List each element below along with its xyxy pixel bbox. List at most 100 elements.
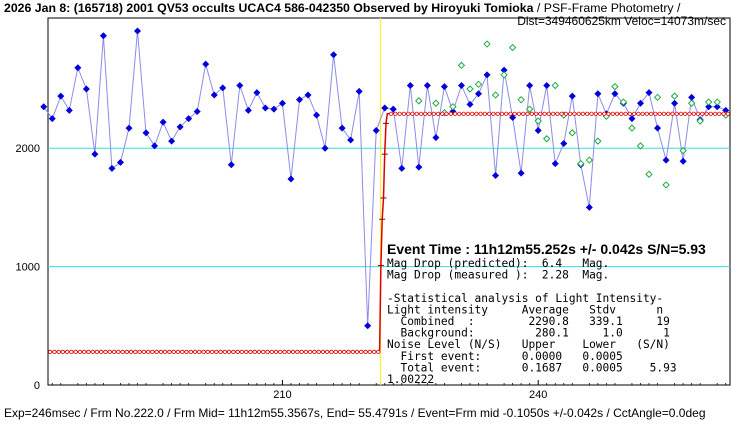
data-point xyxy=(457,81,465,89)
model-point xyxy=(508,111,513,116)
stats-line: Light intensity Average Stdv n xyxy=(387,303,663,316)
model-point xyxy=(538,111,543,116)
data-point xyxy=(151,142,159,150)
data-point xyxy=(313,111,321,119)
data-point xyxy=(176,123,184,131)
model-point xyxy=(414,111,419,116)
data-point xyxy=(355,87,363,95)
event-time: Event Time : 11h12m55.252s +/- 0.042s S/… xyxy=(387,241,706,257)
model-point xyxy=(282,349,287,354)
data-point xyxy=(500,66,508,74)
data-point xyxy=(671,99,679,107)
chart-title: 2026 Jan 8: (165718) 2001 QV53 occults U… xyxy=(4,1,681,15)
data-point xyxy=(125,124,133,132)
data-point xyxy=(423,81,431,89)
data-point xyxy=(645,170,653,178)
model-point xyxy=(146,349,151,354)
data-point xyxy=(696,117,704,125)
data-point xyxy=(372,126,380,134)
model-point xyxy=(261,349,266,354)
model-point xyxy=(406,111,411,116)
model-point xyxy=(201,349,206,354)
model-point xyxy=(167,349,172,354)
model-point xyxy=(704,111,709,116)
data-point xyxy=(543,135,551,143)
model-point xyxy=(683,111,688,116)
model-point xyxy=(56,349,61,354)
data-point xyxy=(526,81,534,89)
model-point xyxy=(640,111,645,116)
model-point xyxy=(636,111,641,116)
model-point xyxy=(499,111,505,116)
model-point xyxy=(116,349,121,354)
data-point xyxy=(611,82,619,91)
model-point xyxy=(427,111,432,116)
model-point xyxy=(286,349,291,354)
data-point xyxy=(483,71,491,79)
model-point xyxy=(619,111,624,116)
model-point xyxy=(188,349,193,354)
model-point xyxy=(440,111,445,116)
model-point xyxy=(346,349,351,354)
model-point xyxy=(457,111,462,116)
data-point xyxy=(534,126,542,134)
model-point xyxy=(661,111,667,116)
data-point xyxy=(688,93,696,101)
model-point xyxy=(410,111,415,116)
model-point xyxy=(371,349,377,354)
data-point xyxy=(611,90,619,98)
model-point xyxy=(614,111,620,116)
model-point xyxy=(171,349,176,354)
model-point xyxy=(397,111,402,116)
model-point xyxy=(657,111,662,116)
data-point xyxy=(381,104,389,112)
model-point xyxy=(278,349,283,354)
model-point xyxy=(244,349,249,354)
data-point xyxy=(99,32,107,40)
model-point xyxy=(235,349,240,354)
model-curve xyxy=(47,111,731,354)
model-point xyxy=(644,111,650,116)
data-point xyxy=(330,51,338,59)
model-point xyxy=(107,349,112,354)
data-point xyxy=(57,92,65,100)
model-point xyxy=(504,111,509,116)
model-point xyxy=(175,349,181,354)
model-point xyxy=(542,111,547,116)
model-point xyxy=(137,349,142,354)
data-point xyxy=(219,84,227,92)
data-point xyxy=(202,60,210,68)
model-point xyxy=(47,349,53,354)
model-point xyxy=(316,349,321,354)
data-point xyxy=(517,95,525,104)
model-point xyxy=(290,349,296,354)
data-point xyxy=(406,81,414,89)
data-point xyxy=(713,98,721,106)
model-point xyxy=(670,111,675,116)
model-point xyxy=(94,349,100,354)
data-point xyxy=(568,129,576,137)
stats-line: 1.00222 xyxy=(387,373,434,386)
data-point xyxy=(577,159,585,168)
data-point xyxy=(534,117,542,125)
model-point xyxy=(295,349,300,354)
data-point xyxy=(270,105,278,113)
data-point xyxy=(321,144,329,152)
model-point xyxy=(307,349,313,354)
data-point xyxy=(364,322,372,330)
model-point xyxy=(521,111,526,116)
model-point xyxy=(631,111,637,116)
data-point xyxy=(82,85,90,93)
model-point xyxy=(666,111,671,116)
statistics-panel: Event Time : 11h12m55.252s +/- 0.042s S/… xyxy=(387,241,706,386)
model-point xyxy=(546,111,551,116)
model-point xyxy=(700,111,705,116)
model-point xyxy=(231,349,236,354)
model-point xyxy=(77,349,83,354)
model-point xyxy=(401,111,406,116)
model-point xyxy=(363,349,368,354)
stats-line: Total event: 0.1687 0.0005 5.93 xyxy=(387,361,677,374)
model-point xyxy=(388,111,394,116)
data-point xyxy=(551,160,559,168)
